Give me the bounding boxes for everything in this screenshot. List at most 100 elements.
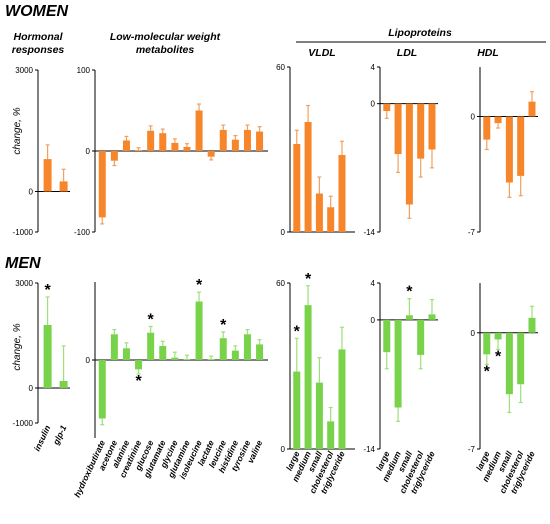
chart-men-vldl-ytick-label: 60 — [276, 279, 285, 288]
chart-women-hdl-bar — [483, 116, 491, 140]
chart-women-ldl-bar — [428, 103, 436, 150]
chart-women-hormonal-ytick-label: 0 — [29, 188, 34, 197]
group-header-hdl: HDL — [477, 47, 499, 59]
chart-women-ldl-bar — [405, 103, 413, 205]
chart-men-metabolites-bar — [207, 359, 215, 360]
chart-women-metabolites-ytick-label: 100 — [77, 66, 91, 75]
group-header-hormonal-line1: Hormonal — [13, 31, 63, 43]
chart-women-hdl-ytick-label: -7 — [468, 228, 476, 237]
chart-men-metabolites-bar — [147, 332, 155, 360]
chart-men-vldl-significance-star: * — [294, 323, 301, 340]
chart-men-ldl-ytick-label: 4 — [371, 279, 376, 288]
chart-men-hdl-ytick-label: -7 — [468, 445, 476, 454]
chart-women-metabolites-ytick-label: -100 — [74, 228, 91, 237]
chart-men-hormonal-ytick-label: -1000 — [13, 419, 34, 428]
chart-women-metabolites-bar — [219, 129, 227, 151]
chart-men-hormonal-bar — [59, 381, 68, 388]
group-header-ldl: LDL — [397, 47, 417, 59]
chart-women-metabolites-bar — [122, 140, 130, 151]
chart-men-vldl-bar — [304, 305, 312, 449]
y-axis-label-men: change, % — [12, 323, 23, 370]
chart-women-vldl-bar — [293, 144, 301, 232]
chart-women-hdl-ytick-label: 0 — [471, 113, 476, 122]
chart-women-ldl-bar — [394, 103, 402, 155]
chart-men-metabolites-bar — [110, 334, 118, 360]
chart-women-vldl-bar — [338, 155, 346, 232]
chart-men-vldl-ytick-label: 0 — [281, 445, 286, 454]
chart-women-hormonal-bar — [43, 159, 52, 192]
chart-women-hdl-bar — [505, 116, 513, 183]
chart-women-metabolites-bar — [231, 139, 239, 151]
chart-women-hormonal-ytick-label: 3000 — [15, 66, 33, 75]
group-header-metabolites-line2: metabolites — [136, 44, 195, 56]
chart-men-metabolites-bar — [195, 301, 203, 360]
group-header-hormonal-line2: responses — [12, 44, 65, 56]
chart-women-metabolites-bar — [147, 130, 155, 151]
chart-men-metabolites-bar — [171, 357, 179, 360]
group-header-lipoproteins: Lipoproteins — [388, 27, 452, 39]
chart-men-metabolites-bar — [98, 360, 106, 419]
chart-women-ldl-bar — [383, 103, 391, 111]
chart-men-ldl-bar — [405, 315, 413, 320]
chart-men-hdl-bar — [528, 317, 536, 333]
chart-men-ldl-bar — [394, 319, 402, 408]
chart-women-vldl-bar — [315, 193, 323, 232]
chart-men-metabolites-bar — [159, 345, 167, 360]
chart-men-hormonal-category-label: glp-1 — [50, 423, 68, 447]
chart-women-vldl-ytick-label: 60 — [276, 63, 285, 72]
chart-men-hdl-bar — [483, 332, 491, 355]
chart-women-hdl-bar — [494, 116, 502, 124]
chart-women-metabolites-ytick-label: 0 — [86, 147, 91, 156]
group-header-vldl: VLDL — [308, 47, 335, 59]
chart-women-hdl-bar — [528, 101, 536, 117]
chart-men-metabolites-bar — [231, 350, 239, 360]
chart-men-hdl-significance-star: * — [484, 363, 491, 380]
chart-men-metabolites-bar — [135, 360, 143, 370]
chart-women-metabolites-bar — [98, 151, 106, 218]
chart-men-hormonal-ytick-label: 0 — [29, 384, 34, 393]
chart-men-metabolites-significance-star: * — [220, 317, 227, 334]
chart-men-hormonal-ytick-label: 3000 — [15, 279, 33, 288]
chart-women-vldl-ytick-label: 0 — [281, 228, 286, 237]
chart-women-ldl-ytick-label: 4 — [371, 63, 376, 72]
chart-men-vldl-bar — [293, 371, 301, 449]
chart-men-ldl-bar — [417, 319, 425, 355]
chart-men-metabolites-ytick-label: 0 — [86, 356, 91, 365]
chart-women-hdl-bar — [517, 116, 525, 176]
chart-men-ldl-bar — [383, 319, 391, 353]
chart-women-ldl-bar — [417, 103, 425, 159]
chart-men-hdl-ytick-label: 0 — [471, 329, 476, 338]
chart-men-hdl-bar — [517, 332, 525, 385]
chart-men-hormonal-bar — [43, 325, 52, 388]
section-title-women: WOMEN — [5, 3, 69, 20]
chart-women-vldl-bar — [304, 122, 312, 232]
chart-men-vldl-significance-star: * — [305, 271, 312, 288]
chart-women-metabolites-bar — [195, 110, 203, 151]
chart-women-metabolites-bar — [171, 142, 179, 151]
chart-men-hormonal-category-label: insulin — [32, 424, 53, 453]
chart-women-vldl-bar — [327, 207, 335, 232]
chart-men-hdl-bar — [505, 332, 513, 395]
chart-men-vldl-bar — [338, 349, 346, 449]
chart-women-hormonal-bar — [59, 181, 68, 192]
chart-women-hormonal-ytick-label: -1000 — [13, 228, 34, 237]
chart-men-ldl-bar — [428, 314, 436, 320]
chart-women-metabolites-bar — [110, 151, 118, 161]
chart-men-metabolites-significance-star: * — [196, 277, 203, 294]
chart-women-ldl-ytick-label: -14 — [363, 228, 375, 237]
chart-men-metabolites-bar — [219, 338, 227, 360]
chart-men-ldl-ytick-label: -14 — [363, 445, 375, 454]
chart-men-metabolites-bar — [243, 334, 251, 360]
chart-women-metabolites-bar — [135, 150, 143, 151]
chart-women-metabolites-bar — [256, 131, 264, 151]
chart-women-metabolites-bar — [243, 129, 251, 151]
chart-men-hdl-significance-star: * — [495, 348, 502, 365]
chart-men-hdl-bar — [494, 332, 502, 340]
chart-men-ldl-significance-star: * — [406, 284, 413, 301]
chart-men-vldl-bar — [327, 421, 335, 449]
chart-women-metabolites-bar — [183, 146, 191, 151]
chart-men-metabolites-significance-star: * — [135, 373, 142, 390]
chart-women-metabolites-bar — [159, 133, 167, 151]
section-title-men: MEN — [5, 255, 41, 272]
